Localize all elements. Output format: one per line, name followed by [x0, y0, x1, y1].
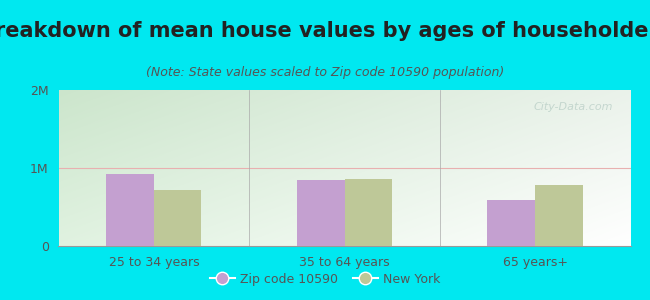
Bar [344, 179, 392, 246]
Legend: Zip code 10590, New York: Zip code 10590, New York [205, 268, 445, 291]
Bar [106, 174, 154, 246]
Text: City-Data.com: City-Data.com [534, 103, 614, 112]
Text: (Note: State values scaled to Zip code 10590 population): (Note: State values scaled to Zip code 1… [146, 66, 504, 79]
Bar [297, 181, 344, 246]
Bar [535, 185, 583, 246]
Text: Breakdown of mean house values by ages of householders: Breakdown of mean house values by ages o… [0, 21, 650, 41]
Bar [488, 200, 535, 246]
Bar [154, 190, 202, 246]
